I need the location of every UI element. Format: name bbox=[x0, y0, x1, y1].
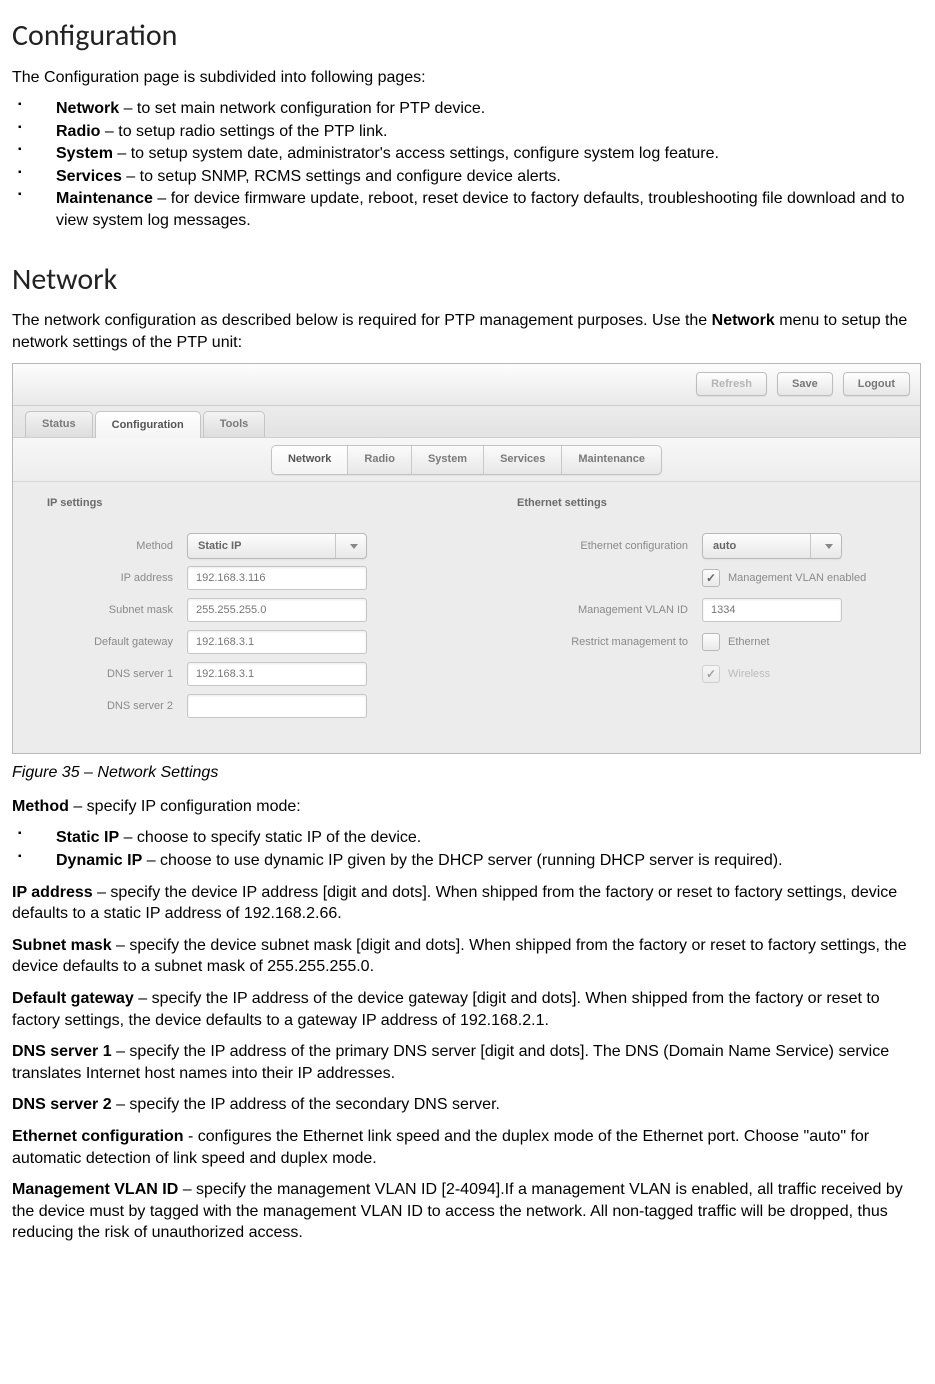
save-button[interactable]: Save bbox=[777, 372, 833, 396]
figure-caption: Figure 35 – Network Settings bbox=[12, 762, 923, 784]
def-ip-address: IP address – specify the device IP addre… bbox=[12, 882, 923, 925]
main-tab-bar: Status Configuration Tools bbox=[13, 406, 920, 438]
vlan-enabled-checkbox[interactable] bbox=[702, 569, 720, 587]
def-desc: – specify the device subnet mask [digit … bbox=[12, 937, 907, 976]
restrict-wireless-checkbox bbox=[702, 665, 720, 683]
vlan-id-label: Management VLAN ID bbox=[517, 603, 702, 618]
list-item: Radio – to setup radio settings of the P… bbox=[12, 121, 923, 143]
subtab-network[interactable]: Network bbox=[272, 446, 348, 474]
ip-address-label: IP address bbox=[47, 571, 187, 586]
default-gateway-input[interactable] bbox=[187, 630, 367, 654]
subtab-system[interactable]: System bbox=[412, 446, 484, 474]
ethernet-settings-title: Ethernet settings bbox=[517, 496, 902, 511]
subtab-services[interactable]: Services bbox=[484, 446, 562, 474]
def-vlan-id: Management VLAN ID – specify the managem… bbox=[12, 1179, 923, 1244]
method-select-value: Static IP bbox=[198, 539, 241, 554]
def-desc: – specify the IP address of the secondar… bbox=[112, 1096, 500, 1113]
sub-tab-bar: Network Radio System Services Maintenanc… bbox=[13, 438, 920, 482]
list-item-term: Radio bbox=[56, 123, 100, 140]
dynamic-ip-term: Dynamic IP bbox=[56, 852, 142, 869]
refresh-button[interactable]: Refresh bbox=[696, 372, 767, 396]
subtab-radio[interactable]: Radio bbox=[348, 446, 412, 474]
method-select[interactable]: Static IP bbox=[187, 533, 367, 559]
def-term: Management VLAN ID bbox=[12, 1181, 178, 1198]
def-desc: – specify the IP address of the device g… bbox=[12, 990, 880, 1029]
heading-network: Network bbox=[12, 260, 923, 301]
list-item-desc: – to setup radio settings of the PTP lin… bbox=[100, 123, 387, 140]
intro-network-text-a: The network configuration as described b… bbox=[12, 312, 712, 329]
def-dns1: DNS server 1 – specify the IP address of… bbox=[12, 1041, 923, 1084]
restrict-label: Restrict management to bbox=[517, 635, 702, 650]
dynamic-ip-desc: – choose to use dynamic IP given by the … bbox=[142, 852, 782, 869]
def-term: IP address bbox=[12, 884, 93, 901]
list-item-desc: – to setup system date, administrator's … bbox=[113, 145, 719, 162]
dns1-label: DNS server 1 bbox=[47, 667, 187, 682]
intro-network: The network configuration as described b… bbox=[12, 310, 923, 353]
list-item: Maintenance – for device firmware update… bbox=[12, 188, 923, 231]
def-dns2: DNS server 2 – specify the IP address of… bbox=[12, 1094, 923, 1116]
method-mode-list: Static IP – choose to specify static IP … bbox=[12, 827, 923, 871]
tab-tools[interactable]: Tools bbox=[203, 411, 266, 437]
dns1-input[interactable] bbox=[187, 662, 367, 686]
intro-configuration: The Configuration page is subdivided int… bbox=[12, 67, 923, 89]
def-term: Default gateway bbox=[12, 990, 134, 1007]
chevron-down-icon bbox=[335, 534, 358, 558]
top-toolbar: Refresh Save Logout bbox=[13, 364, 920, 406]
chevron-down-icon bbox=[810, 534, 833, 558]
ip-settings-title: IP settings bbox=[47, 496, 477, 511]
list-item-term: Network bbox=[56, 100, 119, 117]
dns2-input[interactable] bbox=[187, 694, 367, 718]
subnet-mask-input[interactable] bbox=[187, 598, 367, 622]
def-method-desc: – specify IP configuration mode: bbox=[69, 798, 301, 815]
list-item: Dynamic IP – choose to use dynamic IP gi… bbox=[12, 850, 923, 872]
network-settings-screenshot: Refresh Save Logout Status Configuration… bbox=[12, 363, 921, 754]
restrict-ethernet-checkbox[interactable] bbox=[702, 633, 720, 651]
def-subnet-mask: Subnet mask – specify the device subnet … bbox=[12, 935, 923, 978]
ip-address-input[interactable] bbox=[187, 566, 367, 590]
restrict-wireless-label: Wireless bbox=[728, 667, 770, 682]
vlan-enabled-label: Management VLAN enabled bbox=[728, 571, 866, 586]
list-item: System – to setup system date, administr… bbox=[12, 143, 923, 165]
eth-config-select[interactable]: auto bbox=[702, 533, 842, 559]
eth-config-label: Ethernet configuration bbox=[517, 539, 702, 554]
list-item: Services – to setup SNMP, RCMS settings … bbox=[12, 166, 923, 188]
def-term: DNS server 1 bbox=[12, 1043, 112, 1060]
def-desc: – specify the IP address of the primary … bbox=[12, 1043, 889, 1082]
vlan-id-input[interactable] bbox=[702, 598, 842, 622]
intro-network-term: Network bbox=[712, 312, 775, 329]
method-label: Method bbox=[47, 539, 187, 554]
def-term: Subnet mask bbox=[12, 937, 112, 954]
def-default-gateway: Default gateway – specify the IP address… bbox=[12, 988, 923, 1031]
ethernet-settings-panel: Ethernet settings Ethernet configuration… bbox=[517, 496, 902, 725]
def-method: Method – specify IP configuration mode: bbox=[12, 796, 923, 818]
subnet-mask-label: Subnet mask bbox=[47, 603, 187, 618]
list-item: Static IP – choose to specify static IP … bbox=[12, 827, 923, 849]
list-item-term: System bbox=[56, 145, 113, 162]
list-item-desc: – to setup SNMP, RCMS settings and confi… bbox=[122, 168, 561, 185]
eth-config-value: auto bbox=[713, 539, 736, 554]
def-term: DNS server 2 bbox=[12, 1096, 112, 1113]
list-item-term: Maintenance bbox=[56, 190, 153, 207]
heading-configuration: Configuration bbox=[12, 16, 923, 57]
config-page-list: Network – to set main network configurat… bbox=[12, 98, 923, 232]
tab-status[interactable]: Status bbox=[25, 411, 93, 437]
list-item-term: Services bbox=[56, 168, 122, 185]
def-desc: – specify the device IP address [digit a… bbox=[12, 884, 897, 923]
logout-button[interactable]: Logout bbox=[843, 372, 910, 396]
list-item-desc: – to set main network configuration for … bbox=[119, 100, 485, 117]
dns2-label: DNS server 2 bbox=[47, 699, 187, 714]
static-ip-desc: – choose to specify static IP of the dev… bbox=[119, 829, 421, 846]
def-term: Ethernet configuration bbox=[12, 1128, 184, 1145]
list-item-desc: – for device firmware update, reboot, re… bbox=[56, 190, 904, 229]
subtab-maintenance[interactable]: Maintenance bbox=[562, 446, 661, 474]
restrict-ethernet-label: Ethernet bbox=[728, 635, 770, 650]
def-eth-config: Ethernet configuration - configures the … bbox=[12, 1126, 923, 1169]
list-item: Network – to set main network configurat… bbox=[12, 98, 923, 120]
tab-configuration[interactable]: Configuration bbox=[95, 411, 201, 438]
static-ip-term: Static IP bbox=[56, 829, 119, 846]
default-gateway-label: Default gateway bbox=[47, 635, 187, 650]
def-method-term: Method bbox=[12, 798, 69, 815]
ip-settings-panel: IP settings Method Static IP IP address … bbox=[47, 496, 477, 725]
